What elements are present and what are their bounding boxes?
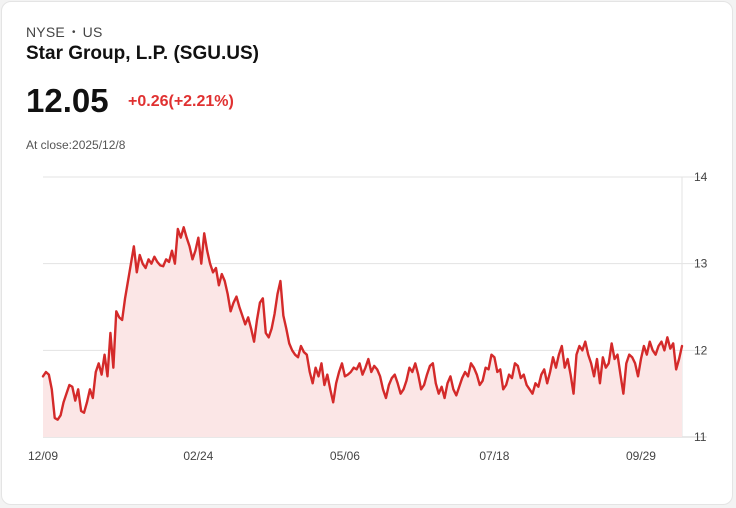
x-tick-label: 02/24 [183,449,213,463]
exchange-name: NYSE [26,24,65,40]
price-line [41,226,684,421]
x-axis-ticks: 12/09 02/24 05/06 07/18 09/29 [28,449,656,463]
stock-title: Star Group, L.P. (SGU.US) [26,43,259,64]
close-info: At close:2025/12/8 [26,138,125,152]
y-tick-label: 14 [694,170,708,184]
x-tick-label: 12/09 [28,449,58,463]
stock-price: 12.05 [26,82,109,119]
price-area-fill [43,227,682,437]
y-tick-label: 13 [694,257,708,271]
close-date: 2025/12/8 [72,138,126,152]
close-label: At close: [26,138,73,152]
exchange-region: US [82,24,103,40]
exchange-line: NYSE • US [26,24,103,40]
x-tick-label: 05/06 [330,449,360,463]
price-change: +0.26(+2.21%) [128,93,234,110]
separator-dot: • [71,27,76,38]
x-tick-label: 07/18 [479,449,509,463]
y-axis-ticks: 14 13 12 11 [694,170,708,444]
y-tick-label: 12 [694,343,708,357]
x-tick-label: 09/29 [626,449,656,463]
y-tick-label: 11 [694,430,707,444]
